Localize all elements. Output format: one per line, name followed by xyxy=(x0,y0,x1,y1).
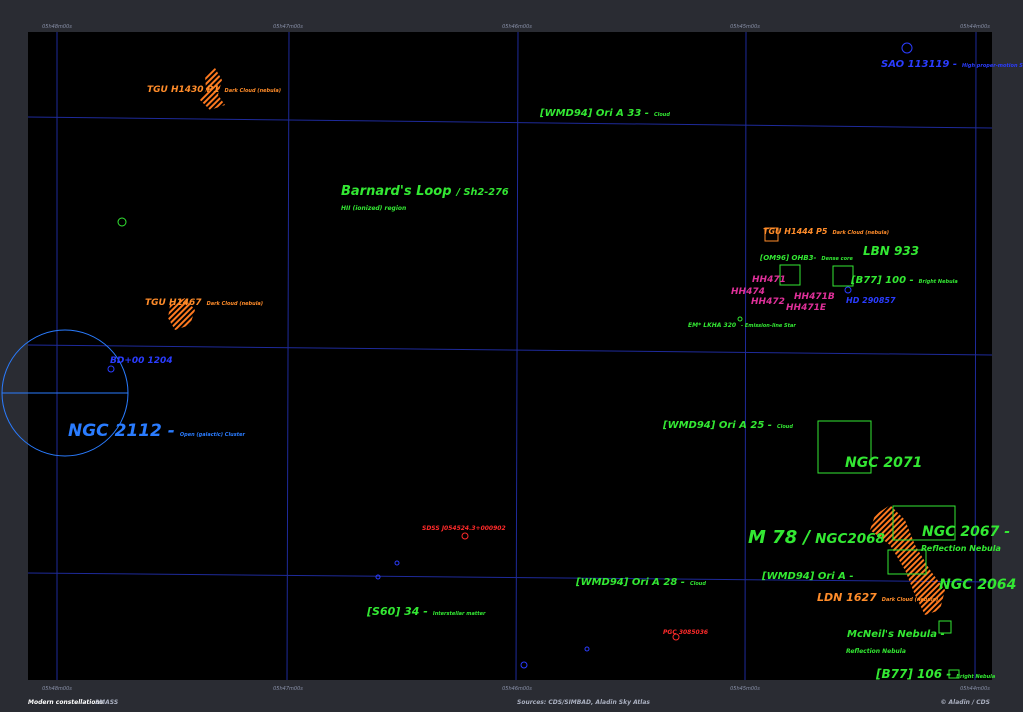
footer-text: Modern constellations xyxy=(28,699,104,706)
object-note: Cloud xyxy=(690,581,706,587)
object-label: TGU H1430 P1 xyxy=(147,85,220,95)
axis-label: 05h45m00s xyxy=(730,686,760,692)
axis-label: 05h47m00s xyxy=(273,24,303,30)
object-shapes xyxy=(1,42,960,679)
object-label: [WMD94] Ori A - xyxy=(761,571,854,582)
object-note: Dark Cloud (nebula) xyxy=(225,88,282,94)
object-label: NGC 2067 - xyxy=(922,524,1010,540)
axis-label: 05h48m00s xyxy=(42,24,72,30)
object-label: Barnard's Loop xyxy=(341,184,452,199)
object-label: HH474 xyxy=(731,287,765,297)
object-label: M 78 / xyxy=(748,527,811,548)
footer-text: Sources: CDS/SIMBAD, Aladin Sky Atlas xyxy=(517,699,650,706)
object-label: NGC 2064 xyxy=(939,577,1016,593)
object-note: NGC2068 xyxy=(815,531,885,547)
object-label: HH471 xyxy=(752,275,786,285)
object-label: TGU H1467 xyxy=(145,298,202,308)
object-label: NGC 2071 xyxy=(845,455,922,471)
dark-clouds xyxy=(168,68,945,615)
object-label: [WMD94] Ori A 33 - xyxy=(539,108,649,119)
axis-label: 05h46m00s xyxy=(502,24,532,30)
footer-text: © Aladin / CDS xyxy=(940,699,990,706)
object-label: Reflection Nebula xyxy=(921,544,1001,553)
sky-area xyxy=(28,32,992,680)
object-label: [B77] 100 - xyxy=(850,275,914,286)
object-label: Reflection Nebula xyxy=(846,648,906,655)
object-label: TGU H1444 P5 xyxy=(763,227,828,236)
object-label: SAO 113119 - xyxy=(881,59,957,70)
object-note: Dense core xyxy=(821,256,853,262)
coordinate-grid xyxy=(27,31,993,681)
object-label: EM* LKHA 320 xyxy=(688,322,736,329)
object-note: Dark Cloud (nebula) xyxy=(832,230,889,236)
object-label: [S60] 34 - xyxy=(366,605,428,618)
object-note: Cloud xyxy=(654,112,670,118)
object-note: / Sh2-276 xyxy=(456,187,509,198)
object-note: - Emission-line Star xyxy=(741,323,796,329)
status-bar xyxy=(0,692,1023,712)
footer-text: 2MASS xyxy=(95,699,118,706)
object-note: Bright Nebula xyxy=(956,674,996,680)
object-label: LBN 933 xyxy=(863,244,919,258)
object-label: HH472 xyxy=(751,297,785,307)
object-label: SDSS J054524.3+000902 xyxy=(422,525,506,532)
object-label: [WMD94] Ori A 25 - xyxy=(662,420,772,431)
object-label: [OM96] OHB3- xyxy=(759,254,817,262)
axis-label: 05h47m00s xyxy=(273,686,303,692)
object-note: Dark Cloud (nebula) xyxy=(882,597,939,603)
object-label: LDN 1627 xyxy=(817,591,877,604)
object-label: HH471E xyxy=(786,303,827,313)
object-label: [B77] 106 - xyxy=(875,667,951,681)
object-label: NGC 2112 - xyxy=(68,421,175,441)
object-note: Dark Cloud (nebula) xyxy=(207,301,264,307)
axis-label: 05h44m00s xyxy=(960,24,990,30)
axis-label: 05h44m00s xyxy=(960,686,990,692)
object-note: Interstellar matter xyxy=(433,611,486,617)
object-note: Open (galactic) Cluster xyxy=(180,432,246,438)
object-label: HH471B xyxy=(794,292,835,302)
object-note: High proper-motion Star xyxy=(962,63,1023,69)
object-label: PGC 3085036 xyxy=(663,629,708,636)
object-note: Cloud xyxy=(777,424,793,430)
object-label: McNeil's Nebula - xyxy=(847,629,945,640)
object-note: Bright Nebula xyxy=(919,279,959,285)
axis-label: 05h48m00s xyxy=(42,686,72,692)
object-label: [WMD94] Ori A 28 - xyxy=(575,577,685,588)
object-label: HD 290857 xyxy=(846,296,896,305)
object-label: HII (ionized) region xyxy=(341,205,406,212)
axis-label: 05h45m00s xyxy=(730,24,760,30)
object-label: BD+00 1204 xyxy=(110,356,173,366)
axis-label: 05h46m00s xyxy=(502,686,532,692)
